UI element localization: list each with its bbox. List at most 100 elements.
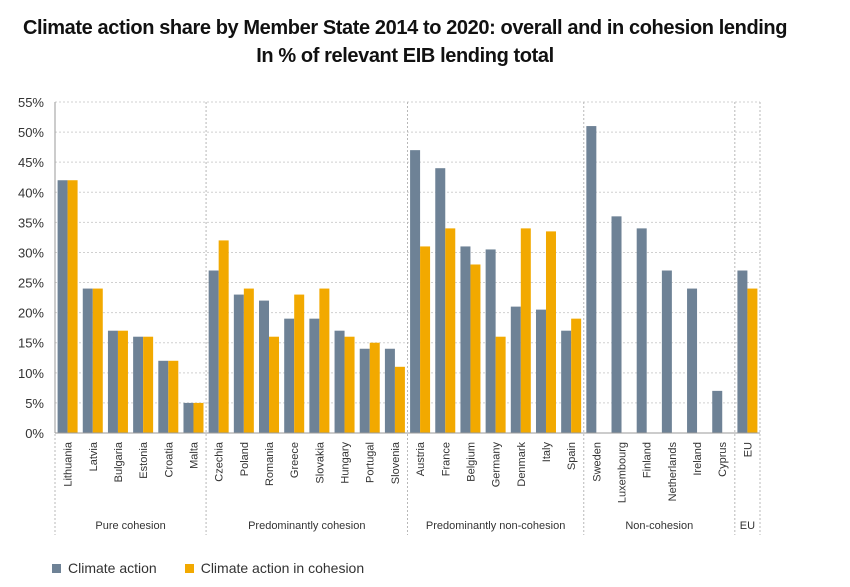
- x-tick-label-netherlands: Netherlands: [667, 442, 679, 502]
- group-label-pure-cohesion: Pure cohesion: [95, 520, 165, 532]
- y-tick-label: 40%: [18, 185, 44, 200]
- bar-climate-action-in-cohesion-italy: [545, 231, 556, 433]
- y-tick-label: 25%: [18, 276, 44, 291]
- bar-climate-action-spain: [561, 330, 572, 433]
- x-tick-label-germany: Germany: [491, 442, 503, 488]
- x-tick-label-denmark: Denmark: [516, 442, 528, 487]
- bar-climate-action-in-cohesion-france: [445, 228, 456, 433]
- group-label-predominantly-cohesion: Predominantly cohesion: [248, 520, 365, 532]
- bar-climate-action-in-cohesion-austria: [420, 246, 431, 433]
- bar-climate-action-malta: [183, 402, 194, 433]
- x-tick-label-italy: Italy: [541, 442, 553, 463]
- bar-climate-action-ireland: [687, 288, 698, 433]
- bar-climate-action-finland: [636, 228, 647, 433]
- x-tick-label-ireland: Ireland: [692, 442, 704, 476]
- legend-label-climate-action-cohesion: Climate action in cohesion: [200, 560, 365, 576]
- bar-climate-action-sweden: [586, 126, 597, 433]
- bar-climate-action-in-cohesion-slovenia: [394, 366, 405, 433]
- bar-climate-action-eu: [737, 270, 748, 433]
- bar-climate-action-hungary: [334, 330, 345, 433]
- legend-label-climate-action: Climate action: [68, 560, 157, 576]
- bar-climate-action-in-cohesion-denmark: [520, 228, 531, 433]
- x-tick-label-croatia: Croatia: [163, 441, 175, 477]
- group-label-eu: EU: [740, 520, 755, 532]
- bar-climate-action-latvia: [82, 288, 93, 433]
- chart-subtitle: In % of relevant EIB lending total: [256, 45, 554, 67]
- bar-climate-action-belgium: [460, 246, 471, 433]
- x-tick-label-lithuania: Lithuania: [63, 441, 75, 487]
- bar-climate-action-croatia: [158, 360, 169, 433]
- legend-swatch-climate-action: [52, 563, 61, 573]
- bar-climate-action-slovenia: [384, 348, 395, 433]
- bar-climate-action-italy: [535, 309, 546, 433]
- x-tick-label-czechia: Czechia: [214, 441, 226, 482]
- x-tick-label-austria: Austria: [415, 441, 427, 476]
- bar-climate-action-in-cohesion-slovakia: [319, 288, 330, 433]
- bar-climate-action-in-cohesion-lithuania: [67, 180, 78, 433]
- x-tick-label-slovakia: Slovakia: [314, 441, 326, 483]
- y-tick-label: 20%: [18, 306, 44, 321]
- legend-item-climate-action-cohesion: Climate action in cohesion: [184, 560, 365, 576]
- bar-climate-action-greece: [284, 318, 295, 433]
- bar-climate-action-in-cohesion-greece: [294, 294, 305, 433]
- group-label-predominantly-non-cohesion: Predominantly non-cohesion: [426, 520, 565, 532]
- bar-climate-action-in-cohesion-hungary: [344, 336, 355, 433]
- bar-climate-action-czechia: [208, 270, 219, 433]
- bar-climate-action-lithuania: [57, 180, 68, 433]
- bar-climate-action-france: [435, 168, 446, 433]
- x-tick-label-eu: EU: [742, 442, 754, 457]
- legend-swatch-climate-action-cohesion: [184, 563, 194, 573]
- bar-climate-action-poland: [233, 294, 244, 433]
- bar-climate-action-in-cohesion-portugal: [369, 342, 380, 433]
- bar-climate-action-in-cohesion-eu: [747, 288, 758, 433]
- x-tick-label-latvia: Latvia: [88, 441, 100, 471]
- y-tick-label: 30%: [18, 245, 44, 260]
- bar-climate-action-in-cohesion-spain: [571, 318, 582, 433]
- bar-climate-action-in-cohesion-belgium: [470, 264, 481, 433]
- x-tick-label-poland: Poland: [239, 442, 251, 476]
- bar-climate-action-luxembourg: [611, 216, 622, 433]
- group-label-non-cohesion: Non-cohesion: [625, 520, 693, 532]
- x-tick-label-hungary: Hungary: [340, 442, 352, 484]
- x-tick-label-luxembourg: Luxembourg: [617, 442, 629, 503]
- bar-climate-action-slovakia: [309, 318, 320, 433]
- bar-climate-action-portugal: [359, 348, 370, 433]
- x-tick-label-portugal: Portugal: [365, 442, 377, 483]
- bar-climate-action-in-cohesion-latvia: [92, 288, 103, 433]
- bar-climate-action-in-cohesion-romania: [269, 336, 280, 433]
- x-tick-label-cyprus: Cyprus: [717, 442, 729, 477]
- y-tick-label: 15%: [18, 336, 44, 351]
- bar-climate-action-in-cohesion-bulgaria: [117, 330, 128, 433]
- chart-title: Climate action share by Member State 201…: [22, 17, 788, 39]
- x-tick-label-malta: Malta: [188, 441, 200, 469]
- bar-climate-action-in-cohesion-estonia: [143, 336, 154, 433]
- x-tick-label-belgium: Belgium: [465, 442, 477, 482]
- legend-item-climate-action: Climate action: [52, 560, 157, 576]
- x-tick-label-bulgaria: Bulgaria: [113, 441, 125, 482]
- bar-climate-action-netherlands: [661, 270, 672, 433]
- bar-climate-action-bulgaria: [107, 330, 118, 433]
- x-tick-label-sweden: Sweden: [591, 442, 603, 482]
- y-tick-label: 0%: [25, 426, 44, 441]
- bar-climate-action-cyprus: [712, 390, 723, 433]
- x-tick-label-france: France: [440, 442, 452, 476]
- x-tick-label-estonia: Estonia: [138, 441, 150, 479]
- x-tick-label-spain: Spain: [566, 442, 578, 470]
- x-tick-label-slovenia: Slovenia: [390, 441, 402, 484]
- bar-climate-action-germany: [485, 249, 496, 433]
- bar-climate-action-romania: [259, 300, 270, 433]
- bar-climate-action-austria: [410, 150, 421, 434]
- x-tick-label-greece: Greece: [289, 442, 301, 478]
- chart-title-block: Climate action share by Member State 201…: [0, 14, 810, 70]
- bar-climate-action-in-cohesion-czechia: [218, 240, 229, 433]
- bar-climate-action-in-cohesion-poland: [243, 288, 254, 433]
- bar-climate-action-estonia: [133, 336, 144, 433]
- y-tick-label: 55%: [18, 95, 44, 110]
- x-tick-label-romania: Romania: [264, 441, 276, 486]
- bar-climate-action-in-cohesion-croatia: [168, 360, 179, 433]
- y-tick-label: 35%: [18, 215, 44, 230]
- x-tick-label-finland: Finland: [642, 442, 654, 478]
- bar-climate-action-in-cohesion-germany: [495, 336, 506, 433]
- y-tick-label: 5%: [25, 396, 44, 411]
